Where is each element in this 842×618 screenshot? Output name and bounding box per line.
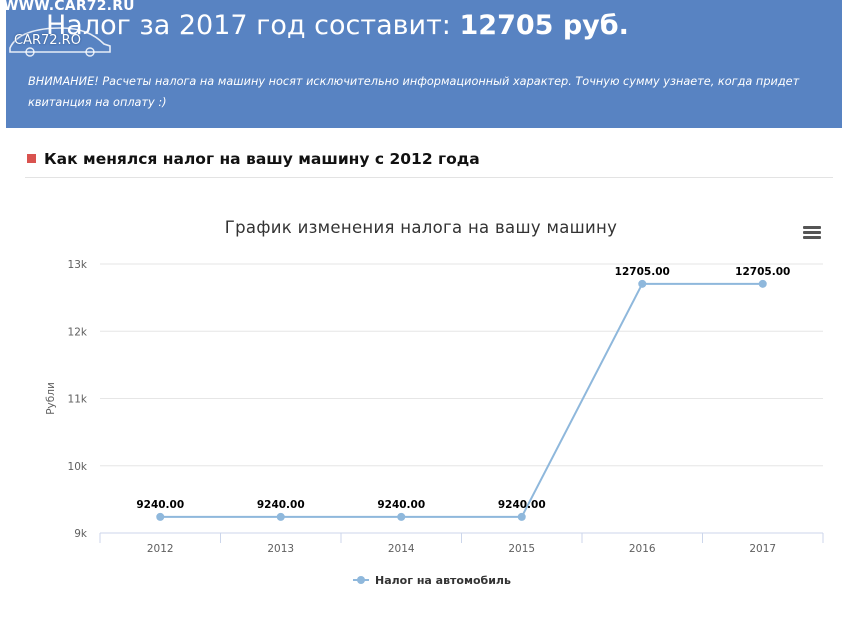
y-tick-label: 9k xyxy=(74,528,88,540)
car-logo-icon xyxy=(9,27,111,57)
data-point xyxy=(156,512,165,521)
x-tick-label: 2015 xyxy=(508,543,535,555)
data-point xyxy=(276,512,285,521)
warning-note: ВНИМАНИЕ! Расчеты налога на машину носят… xyxy=(28,75,800,109)
data-label: 9240.00 xyxy=(136,499,184,511)
data-label: 9240.00 xyxy=(498,499,546,511)
x-tick-label: 2013 xyxy=(267,543,294,555)
hamburger-menu-icon[interactable] xyxy=(803,226,821,240)
tax-banner xyxy=(6,0,842,128)
data-point xyxy=(758,279,767,288)
x-tick-label: 2014 xyxy=(388,543,415,555)
section-marker-icon xyxy=(27,154,36,163)
y-axis-label: Рубли xyxy=(45,382,57,415)
x-tick-label: 2012 xyxy=(147,543,174,555)
data-point xyxy=(517,512,526,521)
tax-total-value: 12705 руб. xyxy=(459,10,629,41)
data-label: 12705.00 xyxy=(615,266,670,278)
watermark-url: WWW.CAR72.RU xyxy=(3,0,135,14)
y-tick-label: 10k xyxy=(68,461,88,473)
legend-label: Налог на автомобиль xyxy=(375,574,511,587)
data-point xyxy=(397,512,406,521)
y-tick-label: 11k xyxy=(68,394,88,406)
watermark-logo-text: CAR72.RO xyxy=(14,33,81,48)
tax-total-heading: Налог за 2017 год составит: 12705 руб. xyxy=(46,10,629,41)
y-tick-label: 12k xyxy=(68,326,88,338)
y-tick-label: 13k xyxy=(68,259,88,271)
chart-title: График изменения налога на вашу машину xyxy=(224,218,618,237)
x-tick-label: 2016 xyxy=(629,543,656,555)
data-point xyxy=(638,279,647,288)
tax-title-prefix: Налог за 2017 год составит: xyxy=(46,10,451,41)
x-tick-label: 2017 xyxy=(749,543,776,555)
section-divider xyxy=(25,177,833,178)
data-label: 12705.00 xyxy=(735,266,790,278)
series-line xyxy=(160,282,763,518)
legend-marker xyxy=(357,576,365,584)
data-label: 9240.00 xyxy=(257,499,305,511)
section-title: Как менялся налог на вашу машину с 2012 … xyxy=(44,150,480,168)
data-label: 9240.00 xyxy=(377,499,425,511)
